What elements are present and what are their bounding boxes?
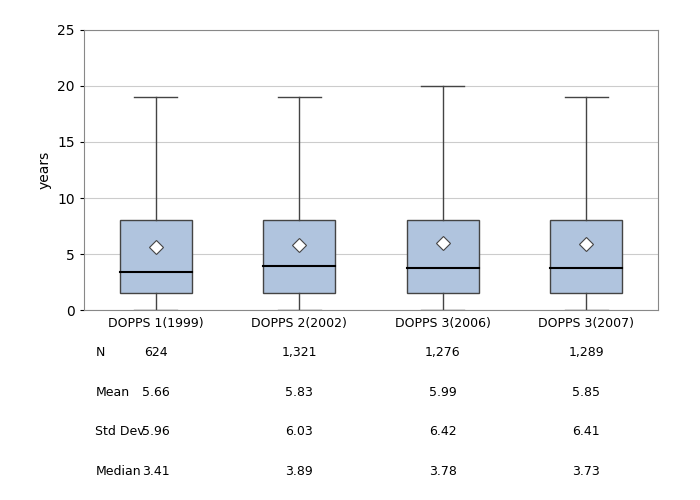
- Text: 5.85: 5.85: [573, 386, 601, 398]
- Text: 3.73: 3.73: [573, 464, 600, 477]
- Text: 1,276: 1,276: [425, 346, 461, 359]
- Y-axis label: years: years: [38, 151, 52, 189]
- Text: 5.66: 5.66: [142, 386, 169, 398]
- Text: 6.42: 6.42: [429, 425, 456, 438]
- Text: 1,321: 1,321: [281, 346, 317, 359]
- Text: 624: 624: [144, 346, 167, 359]
- Text: 3.78: 3.78: [429, 464, 456, 477]
- Text: 3.89: 3.89: [286, 464, 313, 477]
- Text: N: N: [95, 346, 105, 359]
- FancyBboxPatch shape: [550, 220, 622, 293]
- Text: 6.41: 6.41: [573, 425, 600, 438]
- Text: 6.03: 6.03: [286, 425, 313, 438]
- Text: 5.83: 5.83: [286, 386, 313, 398]
- Text: Mean: Mean: [95, 386, 130, 398]
- FancyBboxPatch shape: [263, 220, 335, 293]
- FancyBboxPatch shape: [120, 220, 192, 293]
- FancyBboxPatch shape: [407, 220, 479, 293]
- Text: Median: Median: [95, 464, 141, 477]
- Text: Std Dev: Std Dev: [95, 425, 145, 438]
- Text: 5.99: 5.99: [429, 386, 456, 398]
- Text: 5.96: 5.96: [142, 425, 169, 438]
- Text: 3.41: 3.41: [142, 464, 169, 477]
- Text: 1,289: 1,289: [568, 346, 604, 359]
